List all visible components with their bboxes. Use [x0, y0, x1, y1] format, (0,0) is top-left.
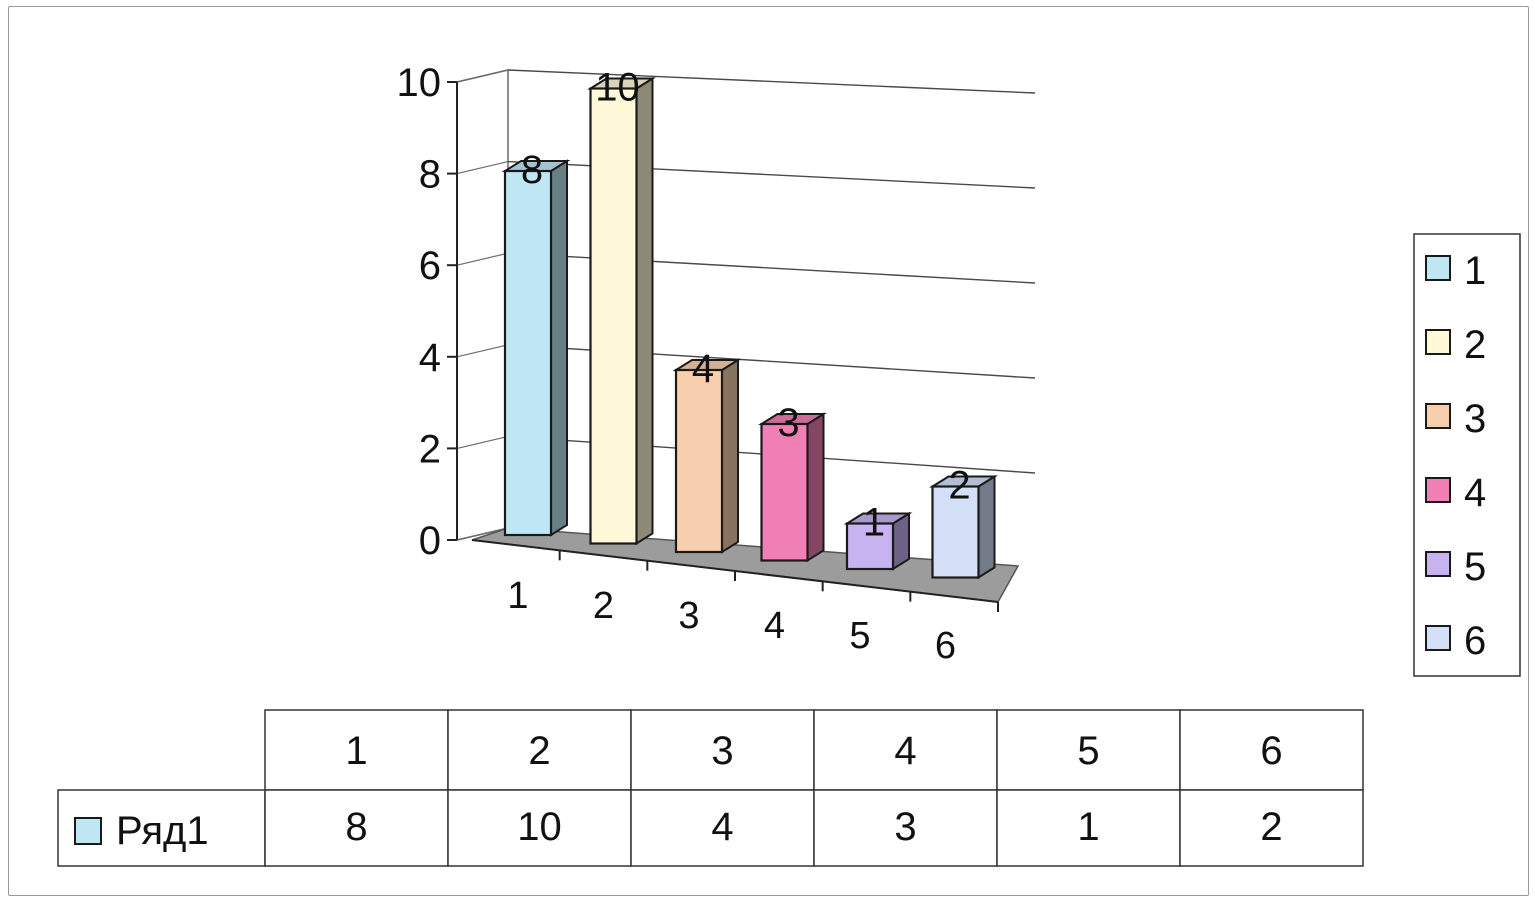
- legend-box: [1413, 233, 1521, 677]
- y-tick-label: 6: [419, 244, 441, 288]
- gridline: [507, 69, 1036, 94]
- data-table: 1 2 3 4 5 6 Ряд1 8 10 4 3 1 2: [57, 709, 1364, 867]
- legend-swatch: [1425, 477, 1451, 503]
- table-header-cell: [264, 709, 449, 791]
- y-tick-label: 8: [419, 153, 441, 197]
- bar-front-face: [760, 422, 809, 562]
- table-header-text: 1: [345, 729, 367, 773]
- gridline-side: [456, 435, 509, 449]
- legend-label: 6: [1464, 619, 1486, 663]
- table-value-cell: [813, 789, 998, 867]
- bar-front-face: [931, 485, 980, 579]
- table-value-cell: [630, 789, 815, 867]
- table-header-cell: [1179, 709, 1364, 791]
- bar-front-face: [589, 87, 638, 545]
- bar-front-face: [674, 368, 724, 554]
- bar-side-face: [550, 159, 568, 537]
- x-tick-label: 3: [678, 595, 699, 637]
- y-tick-label: 10: [397, 61, 442, 105]
- gridline-side: [456, 252, 509, 266]
- gridline-side: [456, 344, 509, 358]
- x-tick-label: 4: [764, 605, 785, 647]
- table-value-cell: [996, 789, 1181, 867]
- x-tick-label: 5: [849, 615, 870, 657]
- y-tick-label: 0: [419, 519, 441, 563]
- x-tick-label: 2: [593, 585, 614, 627]
- x-tick-label: 6: [935, 625, 956, 667]
- bar-side-face: [977, 474, 996, 580]
- table-value-text: 4: [711, 805, 733, 849]
- bar-2: [587, 76, 656, 546]
- bar-front-face: [845, 522, 895, 571]
- legend-swatch: [1425, 625, 1451, 651]
- bar-6: [929, 474, 998, 580]
- gridline: [507, 252, 1036, 284]
- table-legend-key: [74, 817, 102, 845]
- gridline: [507, 344, 1036, 379]
- table-header-cell: [630, 709, 815, 791]
- table-header-cell: [447, 709, 632, 791]
- data-label: 4: [692, 347, 714, 391]
- legend-label: 3: [1464, 397, 1486, 441]
- legend-label: 1: [1464, 249, 1486, 293]
- data-label: 8: [521, 148, 543, 192]
- bar-5: [843, 511, 913, 571]
- bar-side-face: [635, 76, 654, 546]
- table-header-text: 4: [894, 729, 916, 773]
- table-header-cell: [813, 709, 998, 791]
- table-header-text: 5: [1077, 729, 1099, 773]
- table-value-text: 2: [1260, 805, 1282, 849]
- x-tick-label: 1: [507, 575, 528, 617]
- table-value-text: 8: [345, 805, 367, 849]
- data-label: 10: [595, 66, 640, 110]
- bar-side-face: [806, 412, 825, 563]
- y-tick-label: 4: [419, 336, 441, 380]
- data-label: 3: [777, 401, 799, 445]
- data-label: 1: [863, 501, 885, 545]
- x-axis-ticks: 1 2 3 4 5 6: [507, 550, 999, 667]
- gridline-side: [456, 527, 509, 541]
- table-header-cell: [996, 709, 1181, 791]
- legend-swatch: [1425, 329, 1451, 355]
- table-row-label: Ряд1: [116, 809, 209, 853]
- legend-swatch: [1425, 255, 1451, 281]
- chart-walls: [456, 69, 509, 541]
- y-tick-label: 2: [419, 427, 441, 471]
- legend-label: 5: [1464, 545, 1486, 589]
- table-value-text: 1: [1077, 805, 1099, 849]
- gridline: [507, 160, 1036, 189]
- table-header-text: 2: [528, 729, 550, 773]
- bars: [501, 76, 998, 580]
- gridline-side: [456, 161, 509, 175]
- gridline-side: [456, 69, 509, 83]
- side-wall: [456, 69, 509, 541]
- table-header-text: 3: [711, 729, 733, 773]
- legend: 1 2 3 4 5 6: [1413, 233, 1521, 677]
- legend-swatch: [1425, 551, 1451, 577]
- table-value-cell: [1179, 789, 1364, 867]
- table-header-text: 6: [1260, 729, 1282, 773]
- table-value-text: 10: [517, 805, 562, 849]
- data-labels: 8 10 4 3 1 2: [521, 66, 971, 545]
- bar-4: [758, 412, 827, 563]
- bar-front-face: [503, 169, 553, 537]
- bar-1: [501, 159, 571, 537]
- legend-label: 4: [1464, 471, 1486, 515]
- bar-side-face: [721, 358, 739, 554]
- bar-3: [672, 358, 742, 554]
- table-value-text: 3: [894, 805, 916, 849]
- legend-swatch: [1425, 403, 1451, 429]
- data-label: 2: [948, 464, 970, 508]
- y-axis-ticks: 0 2 4 6 8 10: [397, 61, 458, 563]
- legend-label: 2: [1464, 323, 1486, 367]
